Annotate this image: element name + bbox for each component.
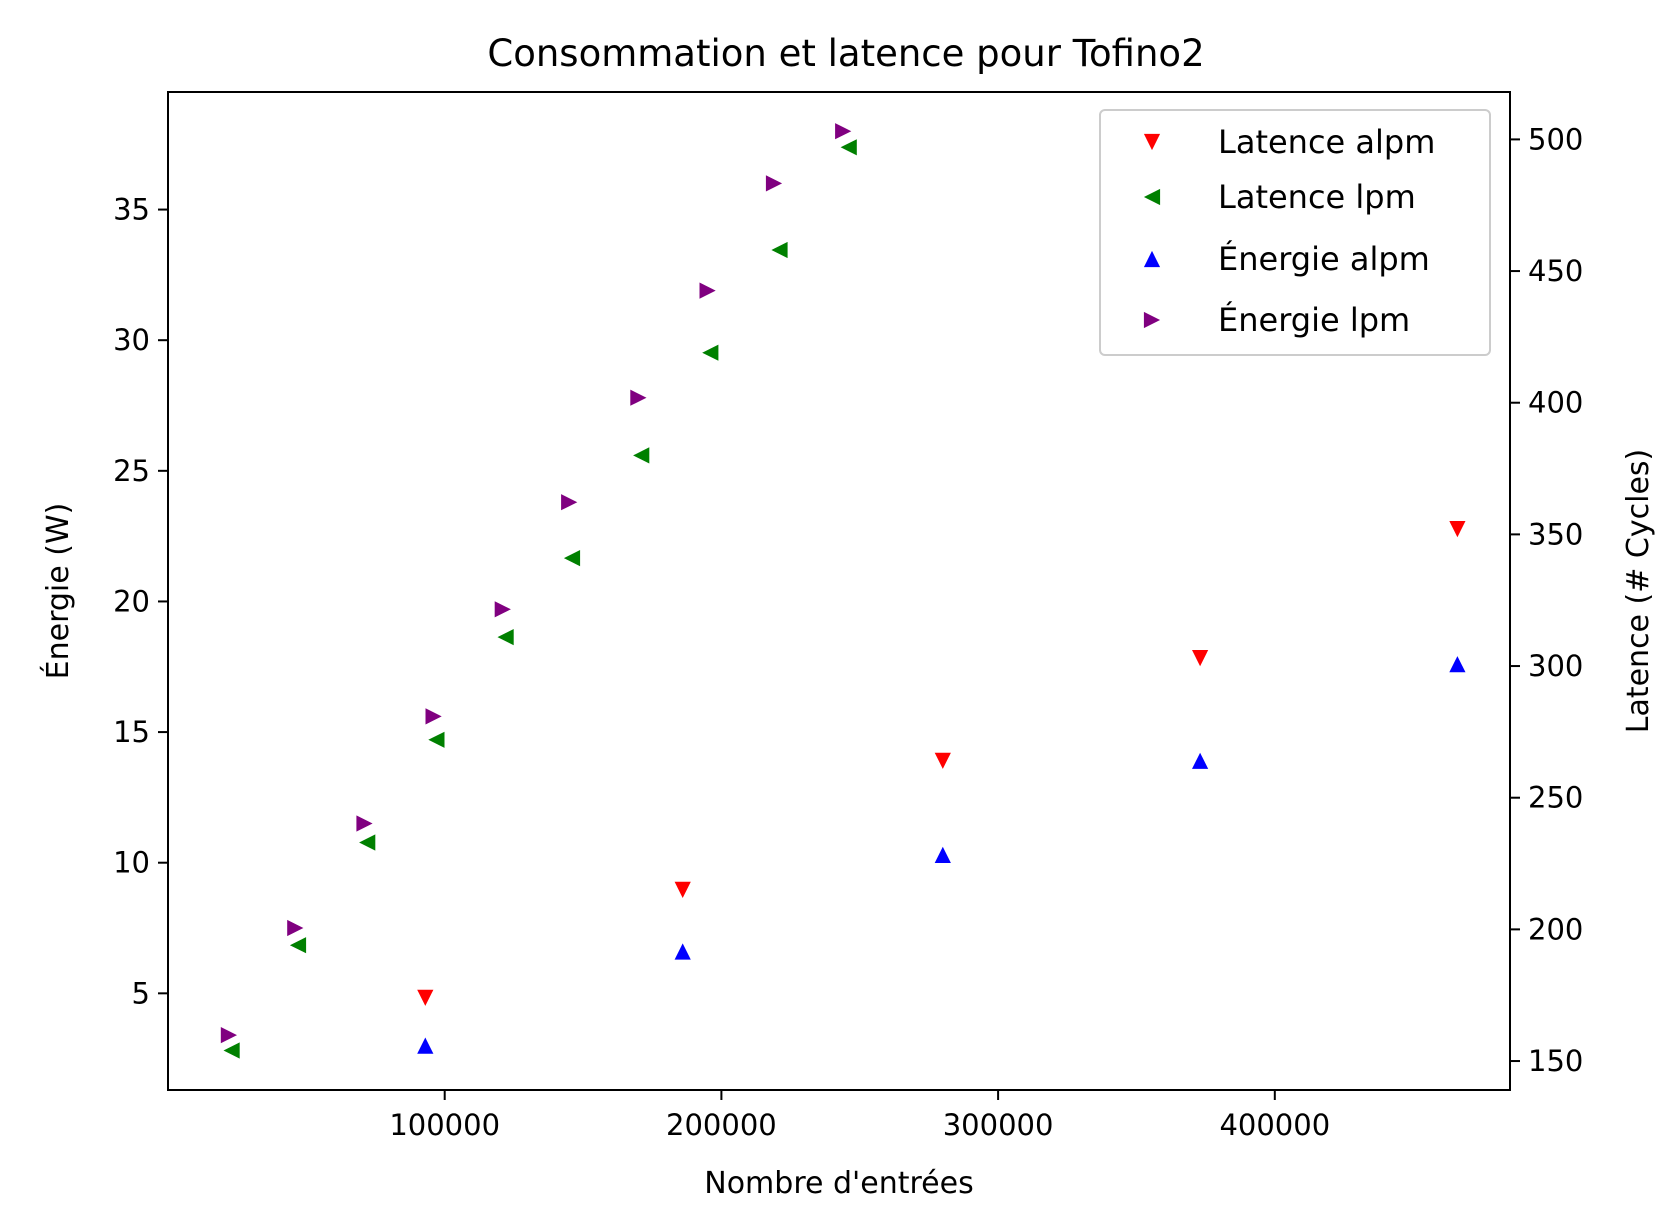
- chart-title: Consommation et latence pour Tofino2: [487, 32, 1204, 75]
- x-tick-label: 300000: [943, 1108, 1054, 1142]
- y-right-tick-label: 450: [1528, 254, 1583, 288]
- legend: Latence alpm Latence lpm Énergie alpm Énerg…: [1099, 109, 1491, 356]
- data-point: [699, 282, 716, 299]
- legend-marker: [1143, 250, 1161, 268]
- y-left-tick-label: 35: [113, 193, 150, 227]
- data-point: [630, 389, 647, 406]
- y-right-tick-label: 400: [1528, 386, 1583, 420]
- data-point: [702, 344, 719, 361]
- y-axis-left-title: Énergie (W): [40, 503, 76, 680]
- legend-label: Énergie alpm: [1218, 240, 1430, 278]
- data-point: [674, 943, 691, 960]
- data-point: [220, 1027, 237, 1044]
- legend-label: Latence lpm: [1218, 178, 1416, 216]
- data-point: [633, 447, 650, 464]
- data-point: [771, 241, 788, 259]
- data-points: [220, 123, 1466, 1059]
- data-point: [1192, 650, 1209, 667]
- legend-marker: [1143, 133, 1161, 151]
- y-left-tick-label: 20: [113, 584, 150, 618]
- legend-label: Énergie lpm: [1218, 301, 1410, 339]
- data-point: [934, 752, 951, 769]
- y-right-tick-label: 300: [1528, 649, 1583, 683]
- x-tick-label: 400000: [1219, 1108, 1330, 1142]
- y-axis-right-title: Latence (# Cycles): [1621, 449, 1656, 734]
- legend-marker: [1143, 188, 1161, 206]
- y-left-tick-label: 5: [132, 976, 150, 1010]
- legend-box: [1099, 109, 1491, 356]
- y-axis-right: 150 200 250 300 350 400 450 500: [1510, 122, 1583, 1078]
- x-axis-title: Nombre d'entrées: [704, 1166, 973, 1201]
- data-point: [563, 550, 581, 567]
- data-point: [934, 846, 951, 863]
- data-point: [359, 834, 376, 851]
- y-right-tick-label: 150: [1528, 1044, 1583, 1078]
- data-point: [674, 881, 691, 898]
- data-point: [1192, 752, 1209, 769]
- y-right-tick-label: 250: [1528, 781, 1583, 815]
- y-left-tick-label: 25: [113, 454, 150, 488]
- data-point: [561, 494, 578, 511]
- data-point: [428, 731, 445, 748]
- data-point: [840, 139, 857, 156]
- plot-frame: [167, 91, 1511, 1091]
- data-point: [417, 989, 434, 1006]
- legend-label: Latence alpm: [1218, 123, 1435, 161]
- y-right-tick-label: 500: [1528, 122, 1583, 156]
- data-point: [835, 123, 852, 140]
- data-point: [497, 629, 514, 646]
- x-tick-label: 200000: [666, 1108, 777, 1142]
- data-point: [223, 1042, 240, 1059]
- y-left-tick-label: 10: [113, 846, 150, 880]
- data-point: [356, 815, 373, 832]
- data-point: [287, 919, 304, 937]
- legend-marker: [1143, 311, 1161, 329]
- y-left-tick-label: 30: [113, 323, 150, 357]
- x-axis: 100000 200000 300000 400000: [389, 1090, 1330, 1142]
- data-point: [417, 1037, 434, 1054]
- y-right-tick-label: 200: [1528, 912, 1583, 946]
- data-point: [289, 937, 307, 954]
- data-point: [494, 601, 511, 618]
- y-axis-left: 5 10 15 20 25 30 35: [113, 193, 168, 1010]
- y-left-tick-label: 15: [113, 715, 150, 749]
- data-point: [765, 175, 783, 192]
- data-point: [1449, 521, 1466, 538]
- data-point: [425, 708, 442, 725]
- y-right-tick-label: 350: [1528, 517, 1583, 551]
- data-point: [1449, 656, 1466, 673]
- x-tick-label: 100000: [389, 1108, 500, 1142]
